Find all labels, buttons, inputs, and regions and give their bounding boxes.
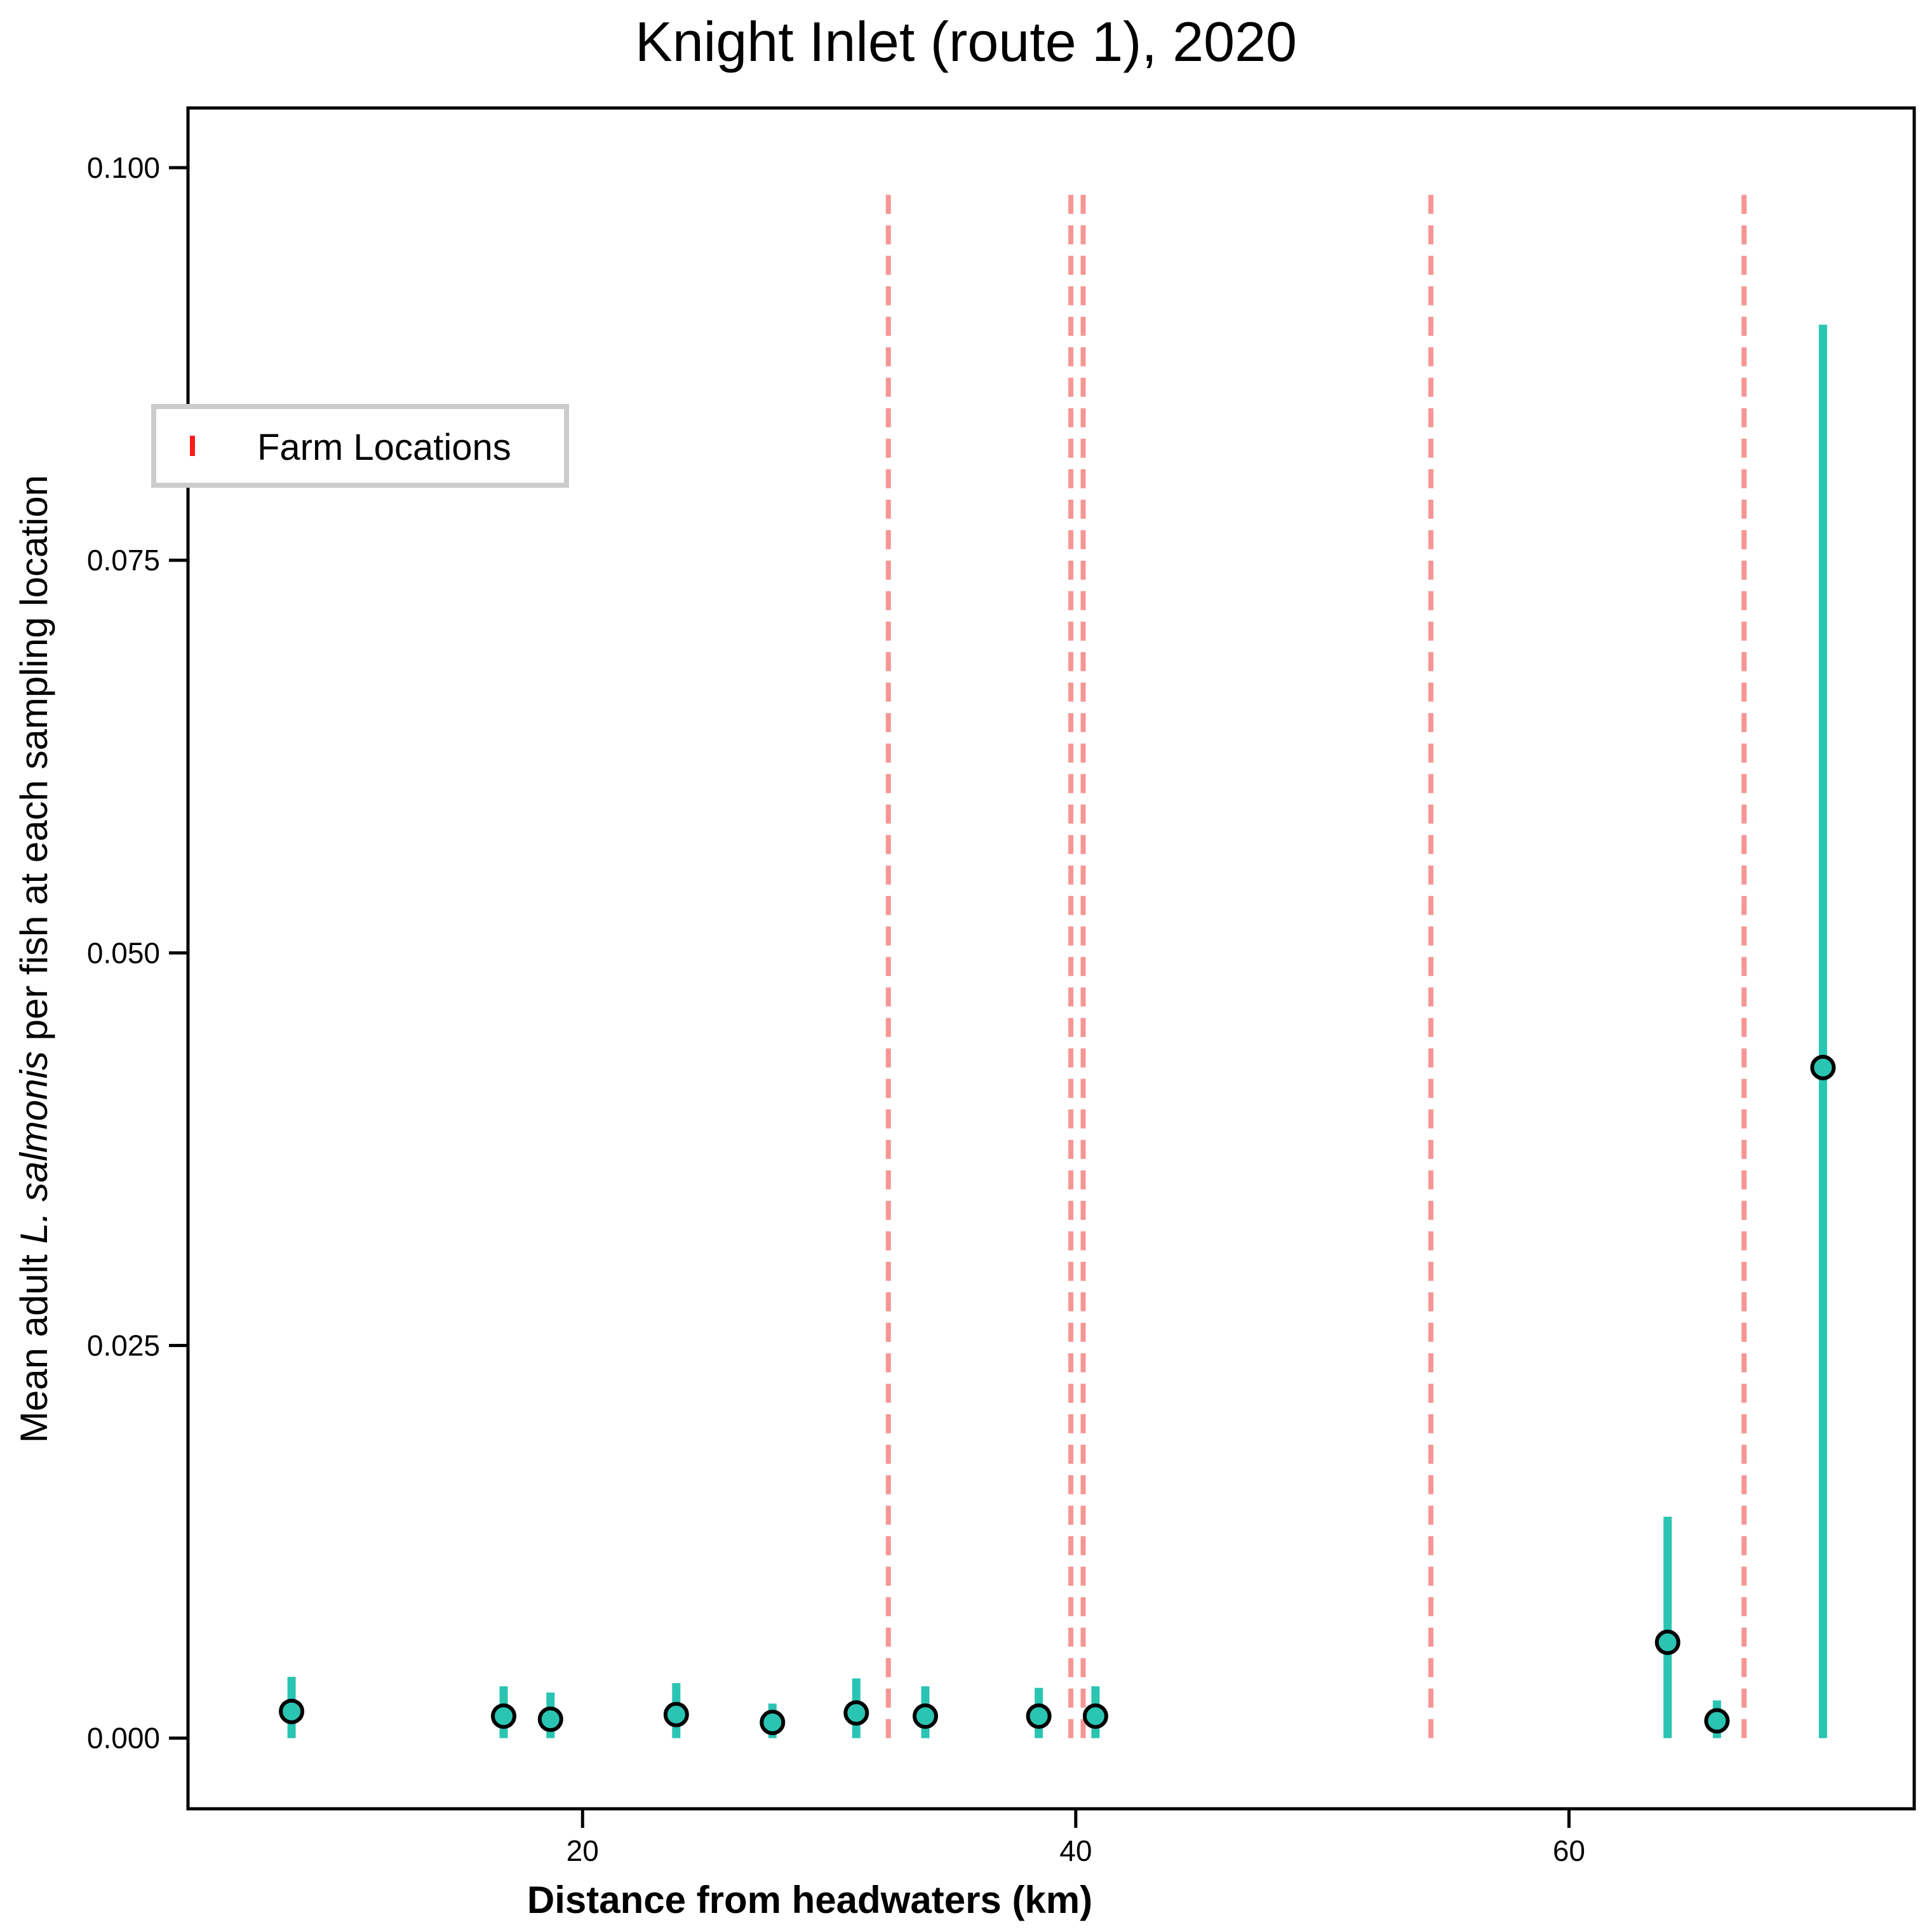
- data-point-5: [760, 1709, 786, 1735]
- data-point-1: [279, 1698, 305, 1724]
- farm-lines: [885, 183, 1747, 1738]
- x-axis-ticks: 20 40 60: [567, 1809, 1585, 1867]
- data-point-8: [1026, 1703, 1052, 1729]
- error-bars: [287, 325, 1827, 1738]
- y-tick-label-3: 0.050: [87, 936, 160, 969]
- y-axis-label-part-2: per fish at each sampling location: [13, 475, 55, 1051]
- y-axis-label-part-1: Mean adult: [13, 1244, 55, 1444]
- data-points: [279, 1054, 1836, 1735]
- legend: Farm Locations: [151, 404, 569, 488]
- y-tick-label-1: 0.000: [87, 1722, 160, 1755]
- data-point-11: [1704, 1708, 1730, 1734]
- x-tick-label-1: 20: [567, 1834, 599, 1867]
- y-axis-label-species: L. salmonis: [13, 1051, 55, 1244]
- y-tick-label-2: 0.025: [87, 1329, 160, 1362]
- data-point-7: [912, 1703, 938, 1729]
- y-axis-label: Mean adult L. salmonis per fish at each …: [13, 475, 55, 1443]
- y-tick-label-5: 0.100: [87, 151, 160, 184]
- y-axis-ticks: 0.000 0.025 0.050 0.075 0.100: [87, 151, 188, 1755]
- legend-box: [151, 404, 569, 488]
- data-point-6: [843, 1700, 869, 1726]
- data-point-10: [1654, 1629, 1680, 1655]
- data-point-9: [1082, 1703, 1108, 1729]
- x-tick-label-3: 60: [1553, 1834, 1585, 1867]
- x-axis-label: Distance from headwaters (km): [527, 1879, 1092, 1921]
- data-point-3: [537, 1707, 563, 1733]
- data-point-12: [1810, 1054, 1836, 1080]
- plot-frame: [186, 106, 1916, 1811]
- legend-entry-farm-locations: Farm Locations: [257, 427, 511, 468]
- y-tick-label-4: 0.075: [87, 544, 160, 577]
- chart-title: Knight Inlet (route 1), 2020: [635, 10, 1297, 73]
- data-point-2: [491, 1703, 517, 1729]
- x-tick-label-2: 40: [1059, 1834, 1092, 1867]
- data-point-4: [663, 1701, 689, 1727]
